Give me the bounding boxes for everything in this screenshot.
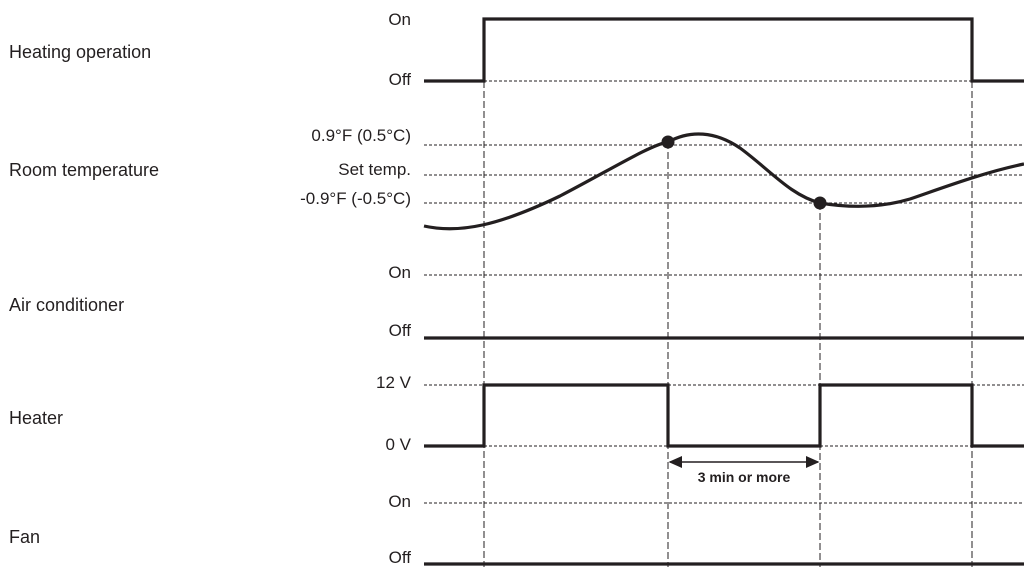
heater-label: Heater bbox=[9, 408, 64, 428]
heater-high-level: 12 V bbox=[376, 373, 411, 392]
temp-set-level: Set temp. bbox=[338, 160, 411, 179]
ac-on-level: On bbox=[388, 263, 411, 282]
fan-on-level: On bbox=[388, 492, 411, 511]
heater-low-level: 0 V bbox=[385, 435, 411, 454]
fan-label: Fan bbox=[9, 527, 41, 547]
temp-low-marker bbox=[813, 196, 827, 210]
heater-waveform bbox=[424, 383, 1024, 448]
room-temperature-label: Room temperature bbox=[9, 160, 160, 180]
air-conditioner-label: Air conditioner bbox=[9, 295, 125, 315]
temp-lower-level: -0.9°F (-0.5°C) bbox=[300, 189, 411, 208]
temp-upper-level: 0.9°F (0.5°C) bbox=[311, 126, 411, 145]
fan-off-level: Off bbox=[388, 548, 411, 567]
ac-off-level: Off bbox=[388, 321, 411, 340]
heating-off-level: Off bbox=[388, 70, 411, 89]
interval-annotation: 3 min or more bbox=[698, 469, 791, 485]
temp-peak-marker bbox=[661, 135, 675, 149]
heating-operation-label: Heating operation bbox=[9, 42, 152, 62]
room-temperature-curve bbox=[423, 132, 1024, 231]
heating-on-level: On bbox=[388, 10, 411, 29]
heating-operation-waveform bbox=[424, 17, 1024, 83]
